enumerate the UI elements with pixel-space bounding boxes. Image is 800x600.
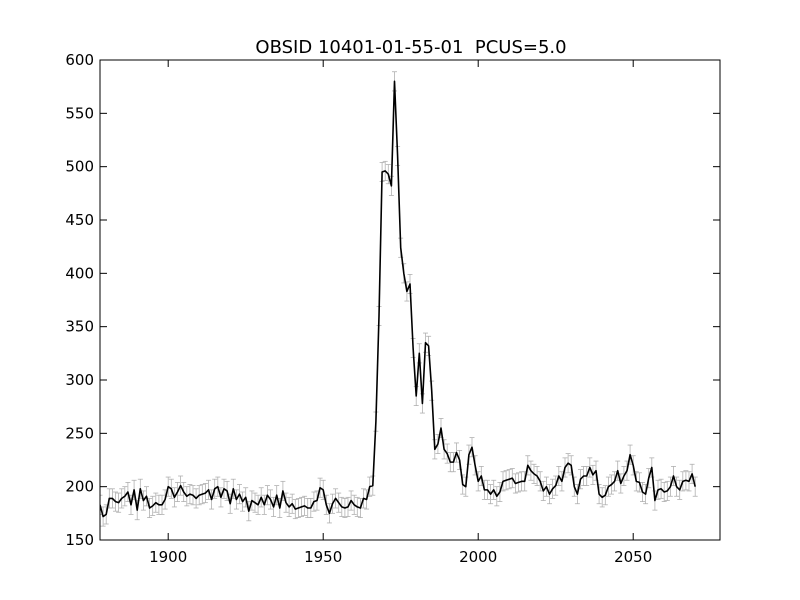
y-tick-label: 600 (65, 51, 94, 69)
y-tick-label: 450 (65, 211, 94, 229)
y-tick-label: 150 (65, 531, 94, 549)
x-tick-label: 1950 (304, 548, 342, 566)
y-tick-label: 250 (65, 424, 94, 442)
chart-title: OBSID 10401-01-55-01 PCUS=5.0 (255, 37, 566, 58)
y-axis: 150 200 250 300 350 400 450 500 550 600 (65, 51, 720, 549)
data-line (100, 80, 696, 518)
y-tick-label: 350 (65, 318, 94, 336)
y-tick-label: 500 (65, 158, 94, 176)
x-axis: 1900 1950 2000 2050 (149, 60, 652, 566)
x-tick-label: 1900 (149, 548, 187, 566)
y-tick-label: 550 (65, 104, 94, 122)
y-tick-label: 200 (65, 478, 94, 496)
x-tick-label: 2000 (459, 548, 497, 566)
y-tick-label: 400 (65, 264, 94, 282)
error-bar (100, 494, 103, 515)
plot-border (99, 59, 721, 541)
y-tick-label: 300 (65, 371, 94, 389)
x-tick-label: 2050 (614, 548, 652, 566)
